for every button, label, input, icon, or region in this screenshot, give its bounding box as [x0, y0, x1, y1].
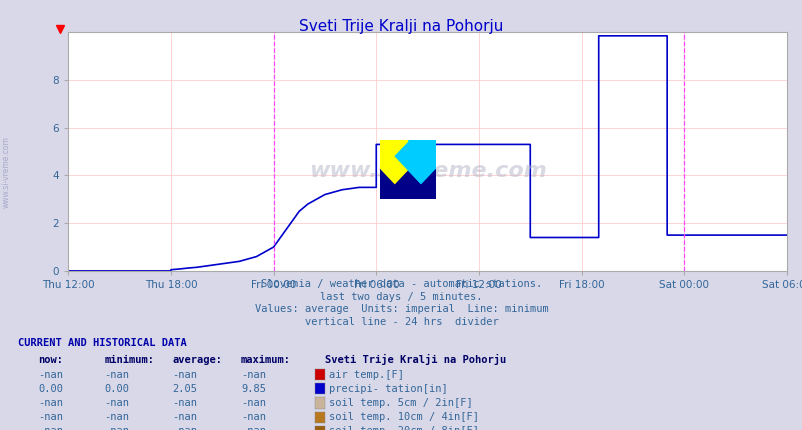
- Text: air temp.[F]: air temp.[F]: [329, 369, 403, 380]
- Polygon shape: [407, 140, 435, 169]
- Text: -nan: -nan: [38, 398, 63, 408]
- Polygon shape: [379, 140, 435, 200]
- Polygon shape: [379, 140, 435, 200]
- Text: -nan: -nan: [38, 369, 63, 380]
- Text: soil temp. 20cm / 8in[F]: soil temp. 20cm / 8in[F]: [329, 426, 479, 430]
- Polygon shape: [379, 169, 407, 200]
- Text: precipi- tation[in]: precipi- tation[in]: [329, 384, 448, 394]
- Text: average:: average:: [172, 355, 222, 366]
- Text: -nan: -nan: [172, 369, 197, 380]
- Bar: [407, 140, 435, 169]
- Bar: [379, 169, 435, 200]
- Text: 2.05: 2.05: [172, 384, 197, 394]
- Text: maximum:: maximum:: [241, 355, 290, 366]
- Text: -nan: -nan: [172, 426, 197, 430]
- Text: last two days / 5 minutes.: last two days / 5 minutes.: [320, 292, 482, 301]
- Text: 9.85: 9.85: [241, 384, 265, 394]
- Text: soil temp. 5cm / 2in[F]: soil temp. 5cm / 2in[F]: [329, 398, 472, 408]
- Polygon shape: [379, 140, 407, 169]
- Text: -nan: -nan: [104, 426, 129, 430]
- Text: -nan: -nan: [172, 412, 197, 422]
- Text: www.si-vreme.com: www.si-vreme.com: [2, 136, 11, 208]
- Text: vertical line - 24 hrs  divider: vertical line - 24 hrs divider: [304, 317, 498, 327]
- Text: Values: average  Units: imperial  Line: minimum: Values: average Units: imperial Line: mi…: [254, 304, 548, 314]
- Text: -nan: -nan: [241, 398, 265, 408]
- Text: -nan: -nan: [241, 426, 265, 430]
- Text: www.si-vreme.com: www.si-vreme.com: [308, 161, 546, 181]
- Text: soil temp. 10cm / 4in[F]: soil temp. 10cm / 4in[F]: [329, 412, 479, 422]
- Text: now:: now:: [38, 355, 63, 366]
- Text: -nan: -nan: [104, 398, 129, 408]
- Text: minimum:: minimum:: [104, 355, 154, 366]
- Text: -nan: -nan: [38, 412, 63, 422]
- Text: -nan: -nan: [104, 412, 129, 422]
- Polygon shape: [379, 140, 435, 200]
- Text: CURRENT AND HISTORICAL DATA: CURRENT AND HISTORICAL DATA: [18, 338, 186, 348]
- Text: -nan: -nan: [241, 369, 265, 380]
- Text: Slovenia / weather data - automatic stations.: Slovenia / weather data - automatic stat…: [261, 279, 541, 289]
- Polygon shape: [407, 169, 435, 200]
- Text: 0.00: 0.00: [104, 384, 129, 394]
- Text: Sveti Trije Kralji na Pohorju: Sveti Trije Kralji na Pohorju: [325, 354, 506, 366]
- Bar: [379, 140, 407, 169]
- Text: Sveti Trije Kralji na Pohorju: Sveti Trije Kralji na Pohorju: [299, 19, 503, 34]
- Text: 0.00: 0.00: [38, 384, 63, 394]
- Text: -nan: -nan: [172, 398, 197, 408]
- Text: -nan: -nan: [241, 412, 265, 422]
- Text: -nan: -nan: [38, 426, 63, 430]
- Text: -nan: -nan: [104, 369, 129, 380]
